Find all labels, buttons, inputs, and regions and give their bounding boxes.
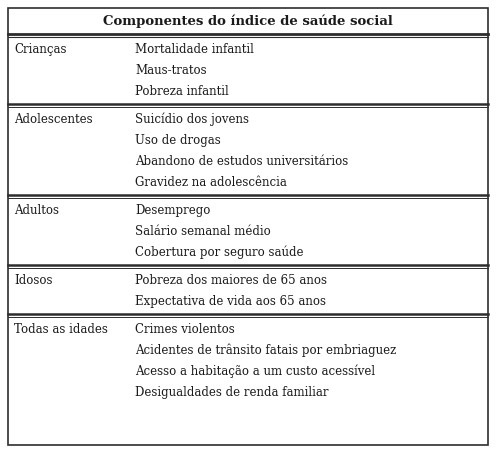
Text: Crianças: Crianças (14, 43, 66, 56)
Text: Suicídio dos jovens: Suicídio dos jovens (135, 113, 249, 126)
Text: Expectativa de vida aos 65 anos: Expectativa de vida aos 65 anos (135, 295, 326, 308)
Text: Componentes do índice de saúde social: Componentes do índice de saúde social (103, 14, 393, 28)
Text: Cobertura por seguro saúde: Cobertura por seguro saúde (135, 246, 304, 259)
Text: Salário semanal médio: Salário semanal médio (135, 225, 271, 238)
Text: Acidentes de trânsito fatais por embriaguez: Acidentes de trânsito fatais por embriag… (135, 344, 396, 357)
Text: Idosos: Idosos (14, 274, 53, 287)
Text: Adolescentes: Adolescentes (14, 113, 93, 126)
Text: Abandono de estudos universitários: Abandono de estudos universitários (135, 155, 348, 168)
Text: Pobreza dos maiores de 65 anos: Pobreza dos maiores de 65 anos (135, 274, 327, 287)
Text: Pobreza infantil: Pobreza infantil (135, 85, 229, 98)
Text: Adultos: Adultos (14, 204, 59, 217)
Text: Todas as idades: Todas as idades (14, 323, 108, 336)
Text: Acesso a habitação a um custo acessível: Acesso a habitação a um custo acessível (135, 365, 375, 378)
Text: Desemprego: Desemprego (135, 204, 210, 217)
Text: Uso de drogas: Uso de drogas (135, 134, 221, 147)
Text: Desigualdades de renda familiar: Desigualdades de renda familiar (135, 386, 328, 399)
Text: Mortalidade infantil: Mortalidade infantil (135, 43, 254, 56)
Text: Gravidez na adolescência: Gravidez na adolescência (135, 176, 287, 189)
Text: Crimes violentos: Crimes violentos (135, 323, 235, 336)
Text: Maus-tratos: Maus-tratos (135, 64, 207, 77)
